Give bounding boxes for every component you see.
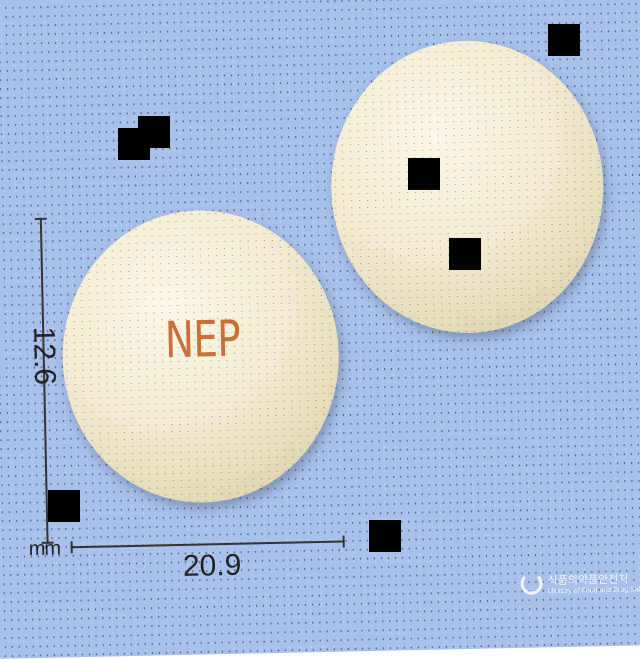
agency-emblem-icon — [520, 572, 543, 595]
agency-name-korean: 식품의약품안전처 — [547, 573, 629, 588]
occlusion-block — [48, 490, 80, 522]
occlusion-block — [138, 116, 170, 148]
agency-name-english: Ministry of Food and Drug Safety — [547, 586, 640, 596]
tablet-imprint: NEP — [164, 309, 241, 370]
occlusion-block — [449, 238, 481, 270]
occlusion-block — [548, 24, 580, 56]
width-label: 20.9 — [182, 548, 242, 583]
agency-logo: 식품의약품안전처 Ministry of Food and Drug Safet… — [520, 571, 640, 609]
occlusion-block — [408, 158, 440, 190]
occlusion-block — [369, 520, 401, 552]
height-label: 12.6 — [27, 326, 62, 386]
unit-label: mm — [28, 537, 61, 561]
